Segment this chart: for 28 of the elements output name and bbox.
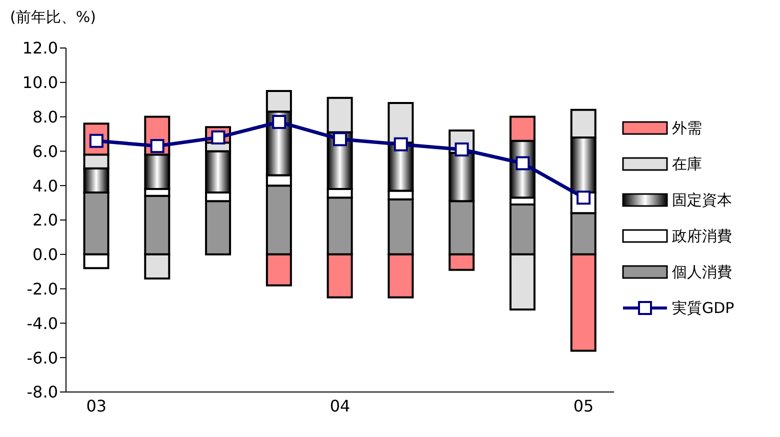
y-tick-label: 10.0 bbox=[22, 73, 58, 92]
point bbox=[516, 156, 530, 170]
y-tick-label: -2.0 bbox=[26, 279, 58, 298]
x-tick-label: 05 bbox=[573, 396, 594, 416]
y-tick-label: -6.0 bbox=[26, 348, 58, 368]
y-tick-label: 4.0 bbox=[32, 176, 58, 196]
bar bbox=[388, 102, 414, 144]
legend-label: 外需 bbox=[672, 118, 702, 138]
y-tick-label: 2.0 bbox=[32, 210, 58, 230]
x-tick-label: 03 bbox=[86, 396, 107, 416]
y-tick-label: -8.0 bbox=[26, 382, 58, 402]
y-tick-label: -4.0 bbox=[26, 314, 58, 333]
point bbox=[150, 139, 164, 154]
y-axis-title: (前年比、%) bbox=[10, 8, 96, 27]
legend-label: 個人消費 bbox=[672, 262, 732, 282]
legend-label: 固定資本 bbox=[672, 190, 732, 210]
y-tick-label: 0.0 bbox=[32, 245, 58, 264]
legend-label: 実質GDP bbox=[672, 298, 734, 318]
y-tick-label: 12.0 bbox=[22, 38, 58, 58]
point bbox=[272, 114, 286, 129]
legend-label: 在庫 bbox=[672, 154, 702, 174]
point bbox=[333, 132, 347, 146]
y-tick-label: 8.0 bbox=[32, 107, 58, 126]
point bbox=[454, 142, 469, 156]
x-tick-label: 04 bbox=[330, 396, 350, 416]
point bbox=[394, 137, 408, 152]
legend-label: 政府消費 bbox=[672, 226, 732, 246]
y-tick-label: 6.0 bbox=[32, 142, 58, 161]
